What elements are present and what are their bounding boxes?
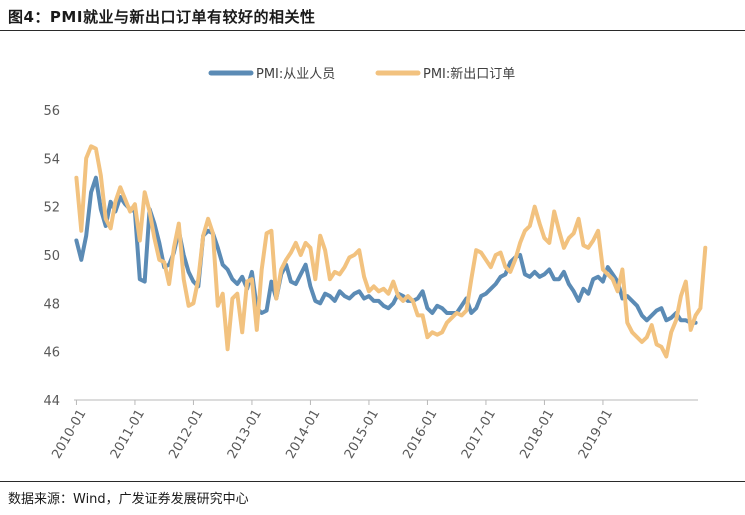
- x-tick-label: 2010-01: [49, 407, 89, 462]
- x-axis: 2010-01 2011-01 2012-01 2013-01 2014-01 2015-…: [49, 399, 698, 462]
- title-divider: [0, 30, 745, 31]
- y-tick-label: 44: [43, 394, 60, 409]
- y-tick-label: 46: [43, 346, 60, 361]
- data-source: 数据来源：Wind，广发证券发展研究中心: [8, 492, 249, 507]
- x-tick-label: 2014-01: [283, 407, 323, 462]
- x-tick-label: 2011-01: [108, 407, 148, 462]
- x-tick-label: 2016-01: [400, 407, 440, 462]
- series-line-employment: [74, 175, 698, 325]
- x-tick-label: 2017-01: [459, 407, 499, 462]
- legend-label-export: PMI:新出口订单: [423, 66, 515, 82]
- x-tick-label: 2015-01: [342, 407, 382, 462]
- series-line-export: [74, 144, 708, 359]
- y-axis: 44 46 48 50 52 54 56: [43, 104, 60, 409]
- chart-title: 图4：PMI就业与新出口订单有较好的相关性: [8, 8, 316, 26]
- x-tick-label: 2013-01: [225, 407, 265, 462]
- y-tick-label: 48: [43, 297, 60, 312]
- plot-area: [74, 144, 708, 359]
- y-tick-label: 54: [43, 152, 60, 167]
- y-tick-label: 52: [43, 201, 60, 216]
- legend: PMI:从业人员 PMI:新出口订单: [208, 66, 515, 82]
- y-tick-label: 56: [43, 104, 60, 119]
- footer-divider: [0, 481, 745, 482]
- x-tick-label: 2012-01: [166, 407, 206, 462]
- y-tick-label: 50: [43, 249, 60, 264]
- x-tick-label: 2018-01: [517, 407, 557, 462]
- legend-label-employment: PMI:从业人员: [256, 67, 335, 82]
- x-tick-label: 2019-01: [576, 407, 616, 462]
